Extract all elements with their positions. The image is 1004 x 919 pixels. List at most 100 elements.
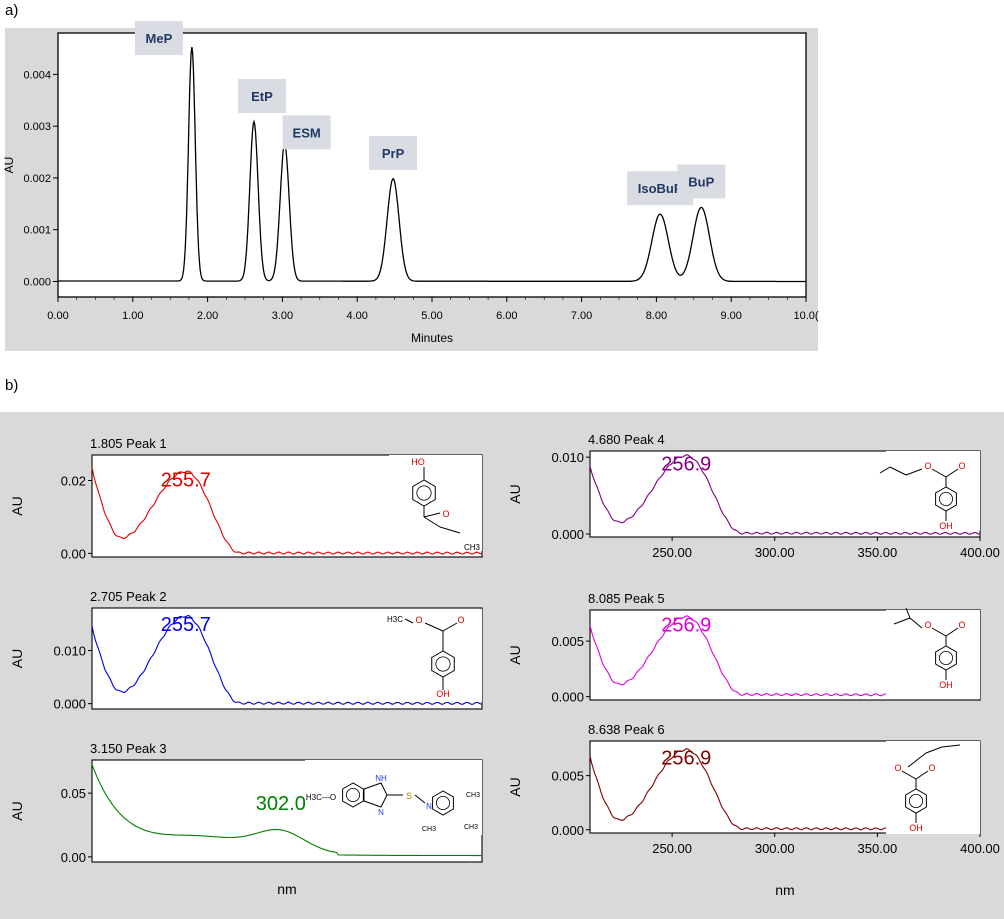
x-axis-title: nm <box>775 882 794 898</box>
benzene-ring <box>342 782 364 808</box>
methyl-label: CH3 <box>464 824 478 831</box>
x-tick-label: 250.00 <box>652 841 692 856</box>
spectrum-title: 8.638 Peak 6 <box>588 722 665 737</box>
bond <box>404 618 414 624</box>
lambda-max-label: 255.7 <box>161 614 211 636</box>
peak-label-esm: ESM <box>282 115 331 150</box>
structure-box <box>389 455 482 551</box>
peak-label-text: PrP <box>382 146 405 161</box>
x-tick-label: 3.00 <box>272 310 293 322</box>
y-tick-label: 0.001 <box>23 225 51 237</box>
y-axis-title: AU <box>9 496 25 515</box>
aromatic-circle <box>939 491 954 506</box>
peak-label-prp: PrP <box>369 135 418 170</box>
lambda-max-label: 256.9 <box>661 748 711 770</box>
x-tick-label: 9.00 <box>720 310 741 322</box>
bond <box>945 627 959 637</box>
aromatic-circle <box>939 651 954 666</box>
y-tick-label: 0.004 <box>23 69 51 81</box>
bond <box>931 468 947 478</box>
y-tick-label: 0.000 <box>551 823 584 838</box>
aromatic-circle <box>435 656 451 672</box>
x-tick-label: 0.00 <box>47 310 68 322</box>
y-tick-label: 0.02 <box>61 474 86 489</box>
structure-box <box>886 741 980 834</box>
y-tick-label: 0.010 <box>551 450 584 465</box>
y-axis-title: AU <box>507 777 523 796</box>
spectrum-title: 1.805 Peak 1 <box>90 436 167 451</box>
peak-label-box <box>134 21 183 56</box>
peak-label-etp: EtP <box>237 79 286 114</box>
peak-label-text: EtP <box>251 89 273 104</box>
x-tick-label: 7.00 <box>571 310 592 322</box>
methyl-label: CH3 <box>422 826 436 833</box>
peak-label-mep: MeP <box>134 21 183 56</box>
bond <box>424 622 444 632</box>
spectrum-title: 3.150 Peak 3 <box>90 741 167 756</box>
spectrum-title: 2.705 Peak 2 <box>90 589 167 604</box>
x-tick-label: 250.00 <box>652 545 692 560</box>
y-tick-label: 0.00 <box>61 546 86 561</box>
aromatic-circle <box>345 788 360 803</box>
spectrum-trace <box>91 764 482 857</box>
structure-4: O O OH <box>879 451 980 531</box>
bond <box>439 526 461 534</box>
y-tick-label: 0.002 <box>23 173 51 185</box>
y-tick-label: 0.005 <box>551 769 584 784</box>
methyl-label: H3C <box>387 615 403 624</box>
bond <box>414 794 426 804</box>
hydroxyl-label: OH <box>436 689 450 699</box>
hydroxyl-label: OH <box>939 521 953 531</box>
spectrum-trace <box>589 454 980 535</box>
carbonyl-oxygen-label: O <box>457 615 464 625</box>
x-axis-title: Minutes <box>411 331 453 345</box>
peak-label-text: ESM <box>293 125 321 140</box>
spectrum-title: 8.085 Peak 5 <box>588 591 665 606</box>
y-axis-title: AU <box>2 157 16 174</box>
aromatic-circle <box>416 485 432 501</box>
carbonyl-oxygen-label: O <box>958 461 965 471</box>
x-tick-label: 350.00 <box>857 545 897 560</box>
x-tick-label: 8.00 <box>646 310 667 322</box>
pyridine-n-label: N <box>426 802 432 811</box>
bond <box>879 466 891 474</box>
chromatogram-chart: 0.00 1.00 2.00 3.00 4.00 5.00 6.00 7.00 8.00 9.00… <box>2 21 819 345</box>
peak-label-box <box>282 115 331 150</box>
x-tick-label: 10.0( <box>793 310 818 322</box>
x-tick-label: 2.00 <box>197 310 218 322</box>
peak-label-box <box>237 79 286 114</box>
x-axis-title: nm <box>277 881 296 897</box>
lambda-max-label: 302.0 <box>256 793 306 815</box>
carbonyl-oxygen-label: O <box>928 763 935 773</box>
aromatic-circle <box>435 796 450 811</box>
bond <box>925 746 943 754</box>
benzene-ring <box>432 790 454 816</box>
y-tick-label: 0.05 <box>61 786 86 801</box>
hydroxyl-label: HO <box>411 457 425 467</box>
panel-a-label: a) <box>5 2 19 19</box>
bond <box>931 627 947 637</box>
y-axis-title: AU <box>9 649 25 668</box>
spectrum-trace <box>91 467 482 555</box>
x-tick-label: 5.00 <box>421 310 442 322</box>
structure-6: O O OH <box>886 741 980 834</box>
peak-label-text: BuP <box>688 174 714 189</box>
y-tick-label: 0.000 <box>53 697 86 712</box>
ester-oxygen-label: O <box>894 763 901 773</box>
lambda-max-label: 256.9 <box>661 454 711 476</box>
carbonyl-oxygen-label: O <box>958 620 965 630</box>
bond <box>907 752 927 768</box>
x-tick-label: 400.00 <box>960 841 1000 856</box>
spectra-charts: 1.805 Peak 1 0.00 0.02 AU 255.7 HO O CH3 2.705 P… <box>9 432 1000 898</box>
peak-label-text: MeP <box>146 31 173 46</box>
y-axis-title: AU <box>507 484 523 503</box>
bond <box>905 468 923 476</box>
peak-label-bup: BuP <box>677 164 726 199</box>
ester-oxygen-label: O <box>924 461 931 471</box>
methyl-label: CH3 <box>466 792 480 799</box>
x-tick-label: 1.00 <box>122 310 143 322</box>
x-tick-label: 300.00 <box>755 841 795 856</box>
x-tick-label: 400.00 <box>960 545 1000 560</box>
bond <box>941 744 961 748</box>
